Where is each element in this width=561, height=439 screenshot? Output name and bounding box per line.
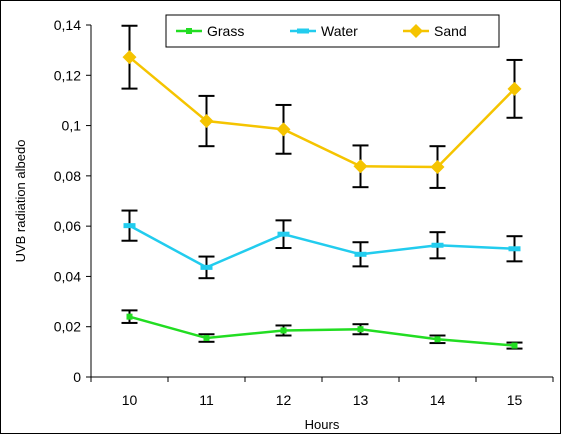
series-sand <box>121 24 523 189</box>
x-tick-label: 12 <box>276 392 292 408</box>
data-point-water <box>354 251 367 257</box>
y-tick-label: 0,1 <box>62 118 82 134</box>
y-tick-label: 0,04 <box>54 268 81 284</box>
x-tick-label: 13 <box>353 392 369 408</box>
data-point-grass <box>126 313 133 320</box>
y-tick-label: 0 <box>73 369 81 385</box>
y-axis-title: UVB radiation albedo <box>13 140 28 263</box>
y-tick-label: 0,12 <box>54 67 81 83</box>
data-point-sand <box>430 160 445 175</box>
y-tick-label: 0,02 <box>54 319 81 335</box>
data-point-grass <box>511 342 518 349</box>
x-tick-label: 11 <box>199 392 214 408</box>
legend-box <box>165 14 500 48</box>
x-tick-label: 14 <box>430 392 446 408</box>
legend-marker-sand <box>409 24 423 38</box>
series-grass <box>121 309 523 350</box>
legend-label-grass: Grass <box>207 23 244 39</box>
data-point-grass <box>280 327 287 334</box>
data-point-sand <box>122 50 137 65</box>
data-point-water <box>123 223 136 229</box>
data-point-water <box>200 264 213 270</box>
data-point-grass <box>203 335 210 342</box>
series-line-grass <box>129 315 515 347</box>
y-tick-label: 0,08 <box>54 168 81 184</box>
legend-label-sand: Sand <box>434 23 467 39</box>
legend-marker-water <box>297 28 309 34</box>
x-axis-title: Hours <box>305 417 340 432</box>
series-line-water <box>128 224 515 269</box>
data-point-water <box>431 242 444 248</box>
x-tick-label: 15 <box>507 392 523 408</box>
data-point-sand <box>199 114 214 129</box>
series-line-sand <box>128 56 516 169</box>
data-point-sand <box>507 81 522 96</box>
data-point-grass <box>357 326 364 333</box>
data-point-sand <box>276 122 291 137</box>
y-tick-label: 0,06 <box>54 218 81 234</box>
data-point-water <box>508 246 521 252</box>
data-point-grass <box>434 336 441 343</box>
x-tick-label: 10 <box>122 392 138 408</box>
legend-marker-grass <box>186 28 192 34</box>
series-water <box>121 209 523 280</box>
legend-label-water: Water <box>321 23 358 39</box>
data-point-water <box>277 231 290 237</box>
y-tick-label: 0,14 <box>54 17 81 33</box>
data-point-sand <box>353 159 368 174</box>
